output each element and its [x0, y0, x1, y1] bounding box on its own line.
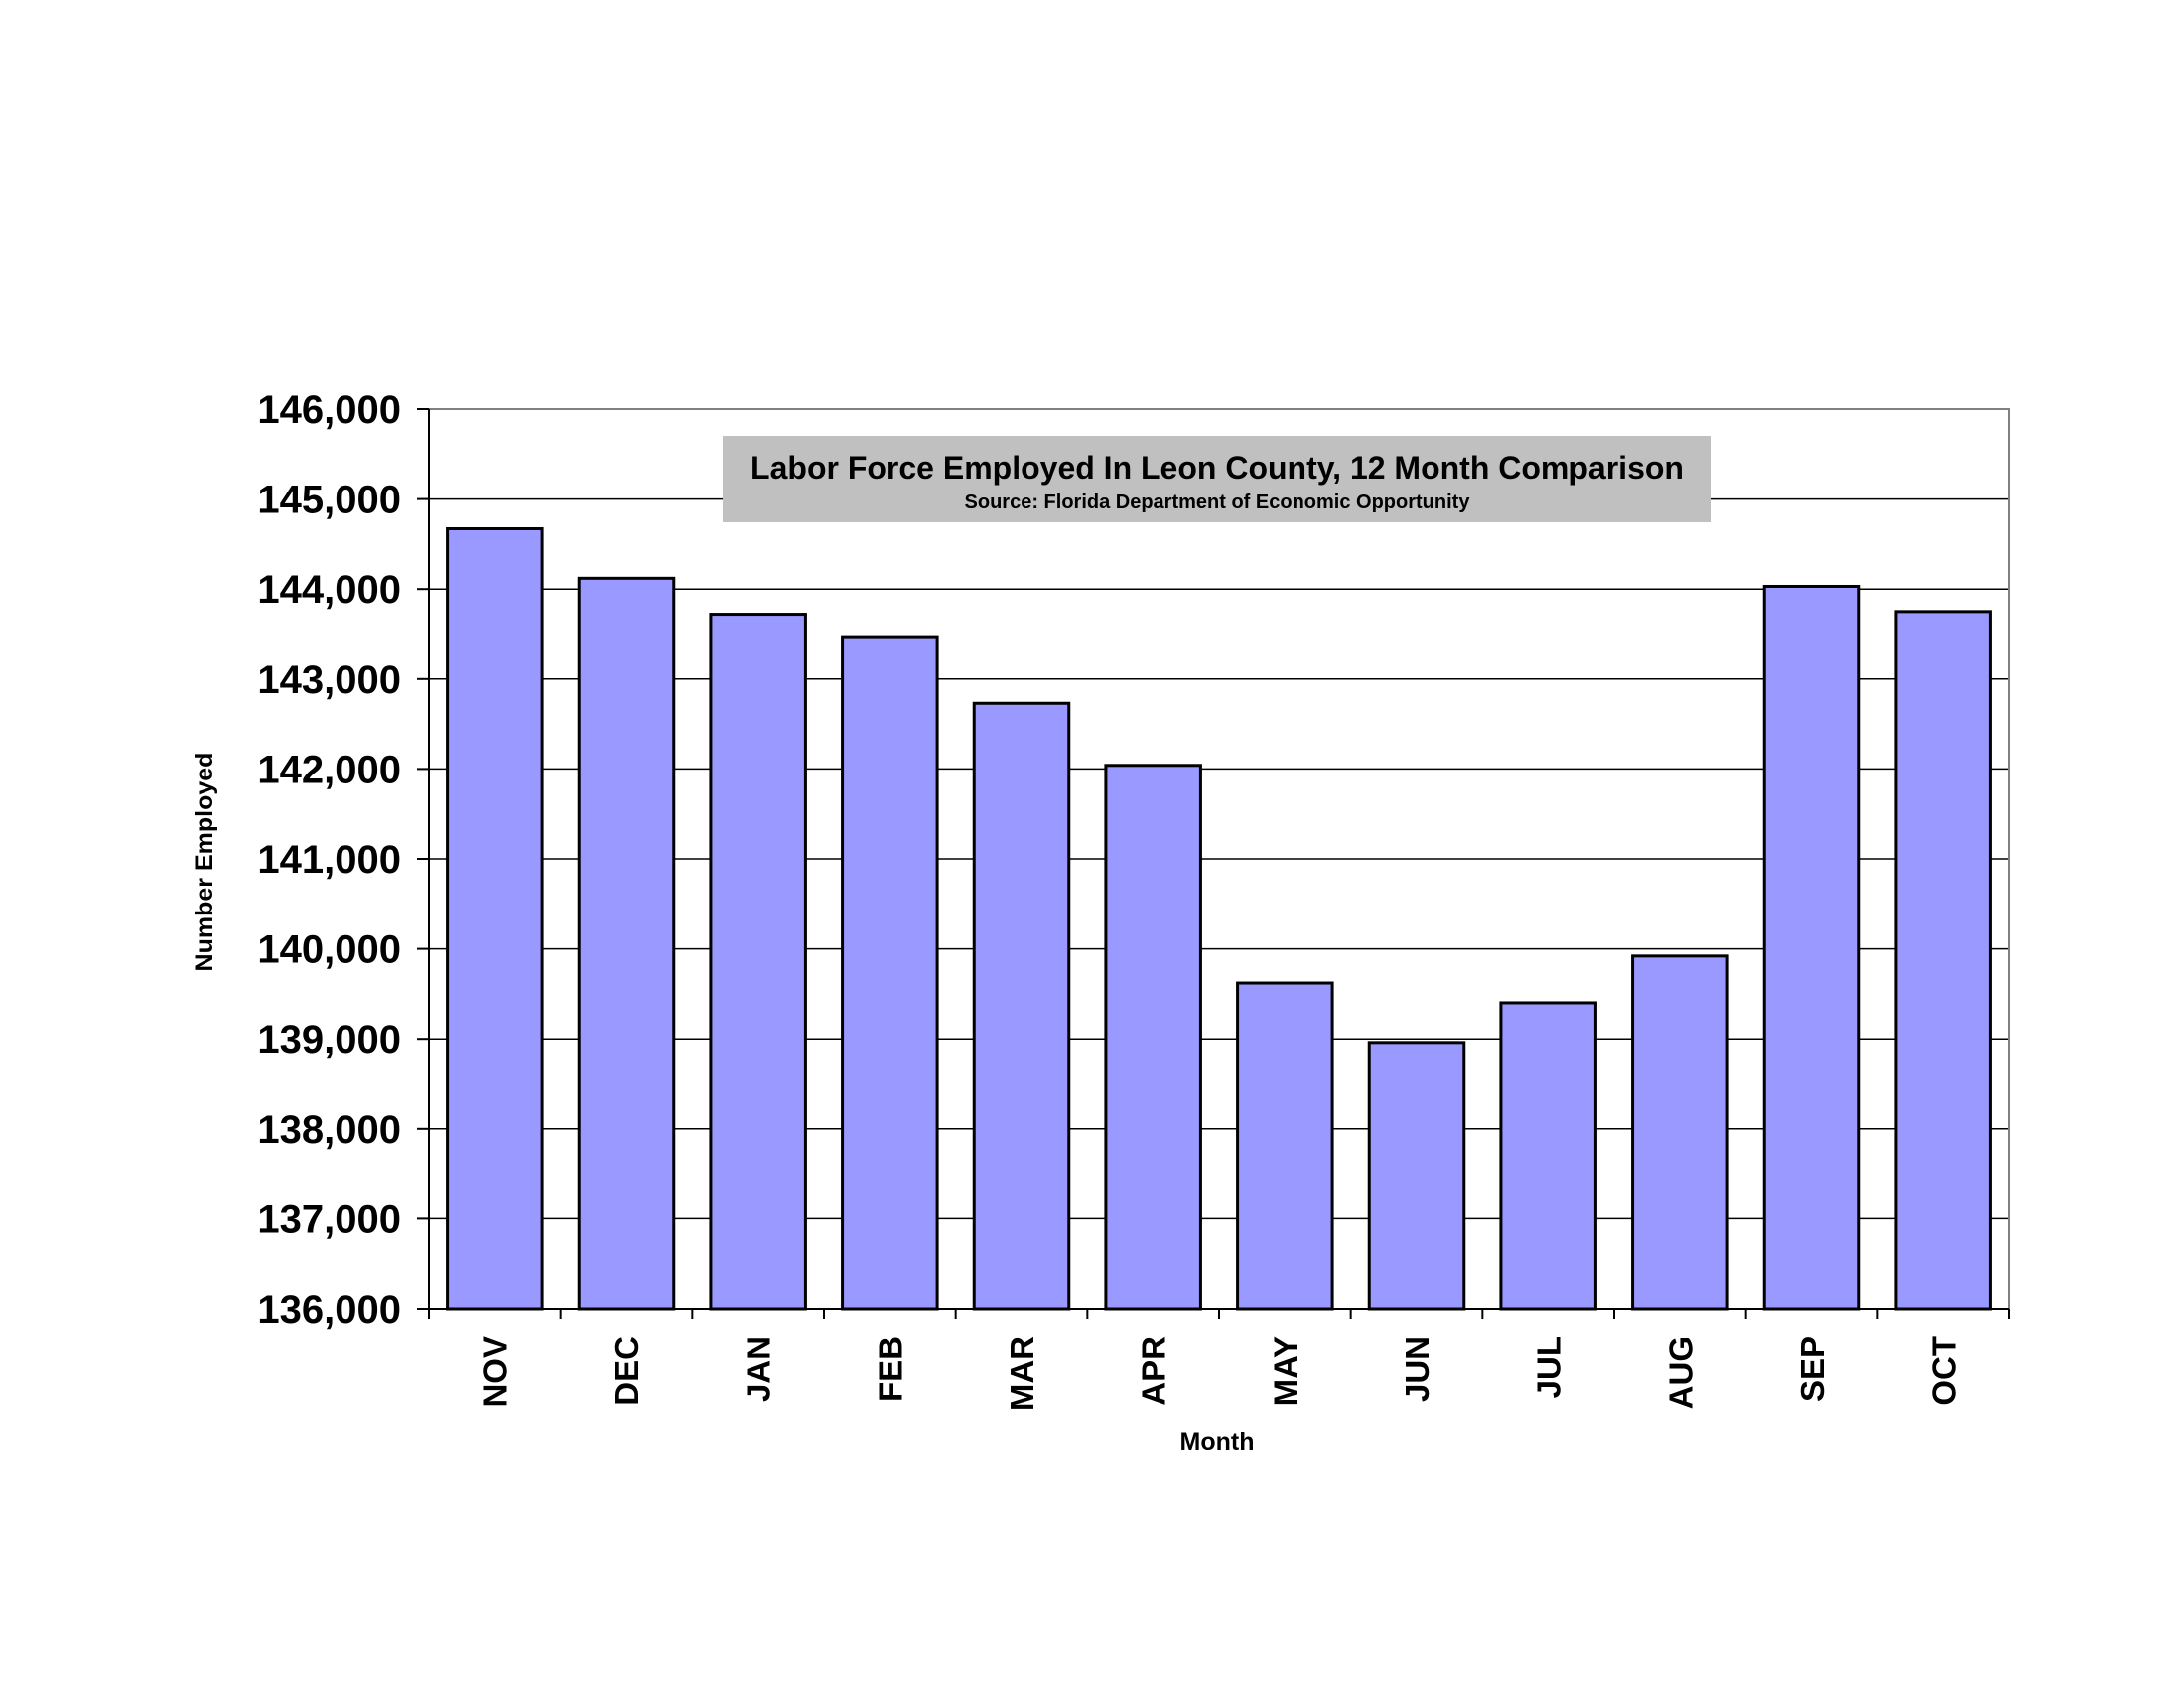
chart-title-box: Labor Force Employed In Leon County, 12 …	[723, 436, 1711, 522]
bar-nov	[446, 526, 544, 1311]
y-tick-label: 139,000	[257, 1018, 401, 1061]
x-axis-title: Month	[1180, 1428, 1255, 1456]
x-category-label: DEC	[609, 1336, 645, 1406]
bar-feb	[841, 635, 939, 1311]
y-axis-title: Number Employed	[191, 753, 218, 972]
bar-apr	[1104, 764, 1202, 1311]
y-tick-label: 137,000	[257, 1197, 401, 1241]
bar-dec	[577, 576, 676, 1311]
bar-jul	[1499, 1001, 1597, 1311]
y-tick-label: 143,000	[257, 658, 401, 702]
x-category-label: JUN	[1399, 1336, 1435, 1402]
axes	[417, 408, 2010, 1319]
bar-mar	[972, 701, 1071, 1311]
title-background	[723, 436, 1711, 522]
x-category-label: MAR	[1004, 1336, 1040, 1411]
y-tick-label: 146,000	[257, 388, 401, 432]
bar-sep	[1762, 584, 1861, 1311]
y-tick-label: 144,000	[257, 568, 401, 612]
bar-aug	[1631, 954, 1729, 1311]
x-category-label: FEB	[872, 1336, 908, 1402]
x-category-label: APR	[1136, 1336, 1172, 1406]
bar-jan	[709, 613, 807, 1311]
x-category-labels: NOV DEC JAN FEB MAR APR MAY JUN JUL AUG SEP OCT	[477, 1336, 1962, 1411]
x-category-label: JUL	[1531, 1336, 1568, 1398]
x-category-label: MAY	[1267, 1336, 1303, 1406]
y-tick-labels: 136,000 137,000 138,000 139,000 140,000 141,0…	[257, 388, 401, 1332]
x-category-label: JAN	[741, 1336, 777, 1402]
y-tick-label: 145,000	[257, 479, 401, 522]
bar-jun	[1367, 1041, 1466, 1311]
y-tick-label: 138,000	[257, 1108, 401, 1152]
x-category-label: NOV	[477, 1336, 513, 1408]
chart-subtitle: Source: Florida Department of Economic O…	[965, 492, 1471, 513]
y-tick-label: 136,000	[257, 1288, 401, 1332]
x-category-label: OCT	[1926, 1336, 1963, 1406]
y-tick-label: 140,000	[257, 928, 401, 972]
y-tick-label: 141,000	[257, 838, 401, 882]
bars	[446, 526, 1992, 1311]
x-category-label: SEP	[1794, 1336, 1831, 1402]
chart-title: Labor Force Employed In Leon County, 12 …	[751, 450, 1684, 486]
x-category-label: AUG	[1662, 1336, 1699, 1409]
y-tick-label: 142,000	[257, 748, 401, 791]
bar-oct	[1894, 610, 1992, 1311]
bar-may	[1236, 981, 1334, 1311]
